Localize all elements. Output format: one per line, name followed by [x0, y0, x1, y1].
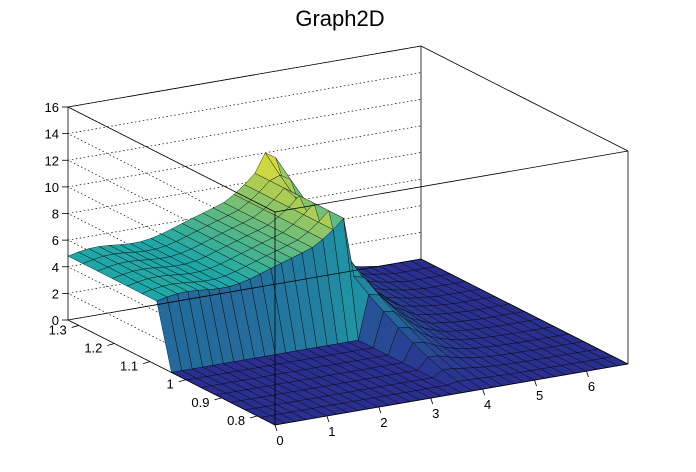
- x-tick-mark: [378, 406, 382, 414]
- z-tick-label: 0: [52, 313, 59, 328]
- y-tick-mark: [214, 397, 222, 401]
- y-tick-mark: [178, 379, 186, 383]
- x-tick-label: 5: [536, 388, 543, 403]
- y-tick-label: 1.1: [120, 359, 138, 374]
- x-tick-mark: [430, 397, 434, 405]
- y-tick-label: 0.8: [227, 413, 245, 428]
- x-tick-label: 4: [484, 397, 491, 412]
- frame-edge: [67, 319, 276, 426]
- y-tick-mark: [250, 415, 258, 419]
- frame-edge: [67, 258, 422, 321]
- axis-frame: [67, 45, 629, 426]
- y-tick-label: 1.3: [49, 322, 67, 337]
- surface-plot: [67, 152, 629, 426]
- frame-edge: [274, 363, 629, 426]
- frame-edge: [274, 150, 629, 213]
- y-tick-mark: [107, 343, 115, 346]
- frame-edge: [67, 45, 422, 108]
- x-tick-mark: [586, 371, 589, 378]
- z-tick-label: 8: [52, 207, 59, 222]
- x-tick-label: 3: [432, 406, 439, 421]
- chart-title: Graph2D: [295, 6, 384, 31]
- x-tick-label: 1: [328, 424, 335, 439]
- z-tick-label: 2: [52, 286, 59, 301]
- y-tick-mark: [71, 325, 79, 328]
- z-tick-label: 4: [52, 260, 59, 275]
- z-tick-label: 16: [45, 100, 59, 115]
- y-tick-label: 0.9: [191, 395, 209, 410]
- z-tick-label: 12: [45, 153, 59, 168]
- x-tick-mark: [326, 415, 330, 423]
- z-tick-label: 14: [45, 127, 59, 142]
- frame-edge: [420, 45, 629, 152]
- x-tick-label: 0: [276, 433, 283, 448]
- z-tick-label: 10: [45, 180, 59, 195]
- x-tick-label: 2: [380, 415, 387, 430]
- x-tick-mark: [274, 424, 278, 432]
- frame-edge: [67, 106, 276, 213]
- z-tick-label: 6: [52, 233, 59, 248]
- x-tick-mark: [482, 388, 486, 396]
- y-tick-label: 1.2: [84, 341, 102, 356]
- y-tick-label: 1: [167, 377, 174, 392]
- y-tick-mark: [142, 361, 151, 365]
- x-tick-label: 6: [588, 379, 595, 394]
- x-tick-mark: [534, 380, 537, 387]
- frame-edge: [420, 258, 629, 365]
